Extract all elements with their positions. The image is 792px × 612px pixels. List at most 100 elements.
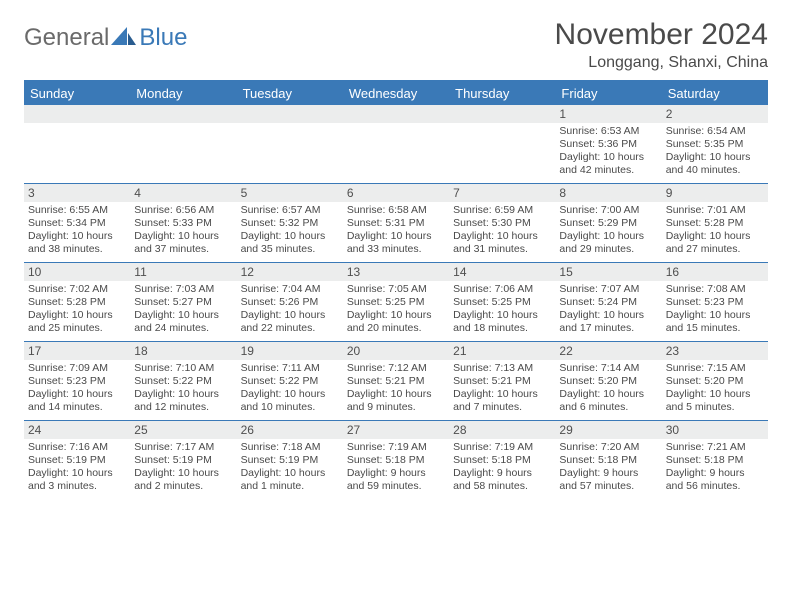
sunset-text: Sunset: 5:27 PM — [134, 296, 232, 309]
day-info: Sunrise: 7:07 AMSunset: 5:24 PMDaylight:… — [559, 283, 657, 336]
day-cell: 26 Sunrise: 7:18 AMSunset: 5:19 PMDayligh… — [237, 421, 343, 499]
dow-monday: Monday — [130, 82, 236, 105]
day-number-bar: 12 — [237, 263, 343, 281]
sunset-text: Sunset: 5:28 PM — [28, 296, 126, 309]
day-cell: 21 Sunrise: 7:13 AMSunset: 5:21 PMDayligh… — [449, 342, 555, 420]
day-cell: 13Sunrise: 7:05 AMSunset: 5:25 PMDayligh… — [343, 263, 449, 341]
sunrise-text: Sunrise: 6:55 AM — [28, 204, 126, 217]
day-number-bar: 26 — [237, 421, 343, 439]
daylight-text: Daylight: 10 hours and 42 minutes. — [559, 151, 657, 177]
day-cell: 24 Sunrise: 7:16 AMSunset: 5:19 PMDayligh… — [24, 421, 130, 499]
day-info: Sunrise: 7:16 AMSunset: 5:19 PMDaylight:… — [28, 441, 126, 494]
location-subtitle: Longgang, Shanxi, China — [555, 54, 768, 72]
day-info: Sunrise: 6:53 AMSunset: 5:36 PMDaylight:… — [559, 125, 657, 178]
day-number: 27 — [347, 423, 360, 437]
day-info: Sunrise: 7:12 AMSunset: 5:21 PMDaylight:… — [347, 362, 445, 415]
day-cell — [343, 105, 449, 183]
sunset-text: Sunset: 5:19 PM — [134, 454, 232, 467]
brand-logo: General Blue — [24, 18, 187, 52]
weeks-container: 1Sunrise: 6:53 AMSunset: 5:36 PMDaylight… — [24, 105, 768, 499]
day-number: 6 — [347, 186, 354, 200]
day-number: 15 — [559, 265, 572, 279]
sunset-text: Sunset: 5:20 PM — [666, 375, 764, 388]
day-number-bar: 15 — [555, 263, 661, 281]
day-number-bar: 23 — [662, 342, 768, 360]
week-row: 1Sunrise: 6:53 AMSunset: 5:36 PMDaylight… — [24, 105, 768, 183]
day-info: Sunrise: 7:13 AMSunset: 5:21 PMDaylight:… — [453, 362, 551, 415]
day-cell: 8Sunrise: 7:00 AMSunset: 5:29 PMDaylight… — [555, 184, 661, 262]
sunset-text: Sunset: 5:25 PM — [347, 296, 445, 309]
day-info: Sunrise: 6:55 AMSunset: 5:34 PMDaylight:… — [28, 204, 126, 257]
sail-icon — [111, 25, 137, 52]
day-number: 26 — [241, 423, 254, 437]
day-info: Sunrise: 7:08 AMSunset: 5:23 PMDaylight:… — [666, 283, 764, 336]
day-number-bar — [24, 105, 130, 123]
day-number-bar: 21 — [449, 342, 555, 360]
sunset-text: Sunset: 5:18 PM — [347, 454, 445, 467]
daylight-text: Daylight: 10 hours and 1 minute. — [241, 467, 339, 493]
day-cell — [24, 105, 130, 183]
daylight-text: Daylight: 10 hours and 7 minutes. — [453, 388, 551, 414]
sunrise-text: Sunrise: 7:11 AM — [241, 362, 339, 375]
day-cell: 2Sunrise: 6:54 AMSunset: 5:35 PMDaylight… — [662, 105, 768, 183]
sunset-text: Sunset: 5:32 PM — [241, 217, 339, 230]
day-number: 16 — [666, 265, 679, 279]
sunset-text: Sunset: 5:35 PM — [666, 138, 764, 151]
daylight-text: Daylight: 9 hours and 56 minutes. — [666, 467, 764, 493]
sunset-text: Sunset: 5:36 PM — [559, 138, 657, 151]
day-info: Sunrise: 7:03 AMSunset: 5:27 PMDaylight:… — [134, 283, 232, 336]
daylight-text: Daylight: 9 hours and 58 minutes. — [453, 467, 551, 493]
sunrise-text: Sunrise: 6:59 AM — [453, 204, 551, 217]
day-cell — [130, 105, 236, 183]
sunset-text: Sunset: 5:21 PM — [347, 375, 445, 388]
day-number-bar: 22 — [555, 342, 661, 360]
sunset-text: Sunset: 5:19 PM — [241, 454, 339, 467]
day-number-bar: 28 — [449, 421, 555, 439]
sunrise-text: Sunrise: 6:53 AM — [559, 125, 657, 138]
day-cell: 30Sunrise: 7:21 AMSunset: 5:18 PMDayligh… — [662, 421, 768, 499]
daylight-text: Daylight: 10 hours and 10 minutes. — [241, 388, 339, 414]
sunrise-text: Sunrise: 7:14 AM — [559, 362, 657, 375]
day-number: 30 — [666, 423, 679, 437]
sunrise-text: Sunrise: 7:17 AM — [134, 441, 232, 454]
day-info: Sunrise: 7:15 AMSunset: 5:20 PMDaylight:… — [666, 362, 764, 415]
sunrise-text: Sunrise: 7:12 AM — [347, 362, 445, 375]
daylight-text: Daylight: 10 hours and 27 minutes. — [666, 230, 764, 256]
day-info: Sunrise: 6:57 AMSunset: 5:32 PMDaylight:… — [241, 204, 339, 257]
day-number-bar: 20 — [343, 342, 449, 360]
brand-text-2: Blue — [139, 24, 187, 52]
day-number-bar: 4 — [130, 184, 236, 202]
daylight-text: Daylight: 10 hours and 12 minutes. — [134, 388, 232, 414]
day-number-bar: 18 — [130, 342, 236, 360]
sunrise-text: Sunrise: 7:16 AM — [28, 441, 126, 454]
day-info: Sunrise: 6:59 AMSunset: 5:30 PMDaylight:… — [453, 204, 551, 257]
sunrise-text: Sunrise: 6:57 AM — [241, 204, 339, 217]
day-info: Sunrise: 6:56 AMSunset: 5:33 PMDaylight:… — [134, 204, 232, 257]
day-cell: 11Sunrise: 7:03 AMSunset: 5:27 PMDayligh… — [130, 263, 236, 341]
day-number: 19 — [241, 344, 254, 358]
day-cell: 6Sunrise: 6:58 AMSunset: 5:31 PMDaylight… — [343, 184, 449, 262]
day-cell: 15 Sunrise: 7:07 AMSunset: 5:24 PMDayligh… — [555, 263, 661, 341]
daylight-text: Daylight: 10 hours and 29 minutes. — [559, 230, 657, 256]
sunrise-text: Sunrise: 7:06 AM — [453, 283, 551, 296]
day-number-bar: 13 — [343, 263, 449, 281]
day-number-bar: 25 — [130, 421, 236, 439]
sunrise-text: Sunrise: 7:00 AM — [559, 204, 657, 217]
sunrise-text: Sunrise: 7:05 AM — [347, 283, 445, 296]
dow-saturday: Saturday — [662, 82, 768, 105]
day-cell: 1Sunrise: 6:53 AMSunset: 5:36 PMDaylight… — [555, 105, 661, 183]
day-number: 24 — [28, 423, 41, 437]
day-cell — [449, 105, 555, 183]
day-number: 14 — [453, 265, 466, 279]
sunset-text: Sunset: 5:22 PM — [241, 375, 339, 388]
day-number-bar: 2 — [662, 105, 768, 123]
sunrise-text: Sunrise: 6:54 AM — [666, 125, 764, 138]
day-info: Sunrise: 7:18 AMSunset: 5:19 PMDaylight:… — [241, 441, 339, 494]
day-info: Sunrise: 7:02 AMSunset: 5:28 PMDaylight:… — [28, 283, 126, 336]
day-number-bar: 24 — [24, 421, 130, 439]
dow-wednesday: Wednesday — [343, 82, 449, 105]
sunrise-text: Sunrise: 7:04 AM — [241, 283, 339, 296]
day-number: 4 — [134, 186, 141, 200]
sunset-text: Sunset: 5:31 PM — [347, 217, 445, 230]
day-cell: 25Sunrise: 7:17 AMSunset: 5:19 PMDayligh… — [130, 421, 236, 499]
